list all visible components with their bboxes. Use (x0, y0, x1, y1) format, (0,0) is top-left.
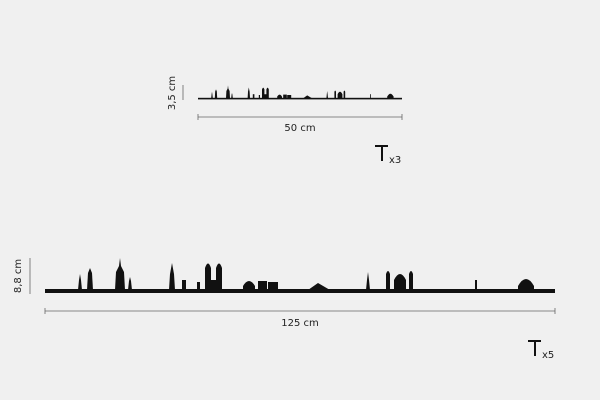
large-height-label: 8,8 cm (13, 259, 24, 293)
large-nails: x5 (542, 350, 554, 361)
small-height-label: 3,5 cm (167, 76, 178, 110)
small-nails: x3 (389, 155, 401, 166)
large-width-label: 125 cm (281, 318, 319, 329)
small-width-label: 50 cm (284, 123, 315, 134)
